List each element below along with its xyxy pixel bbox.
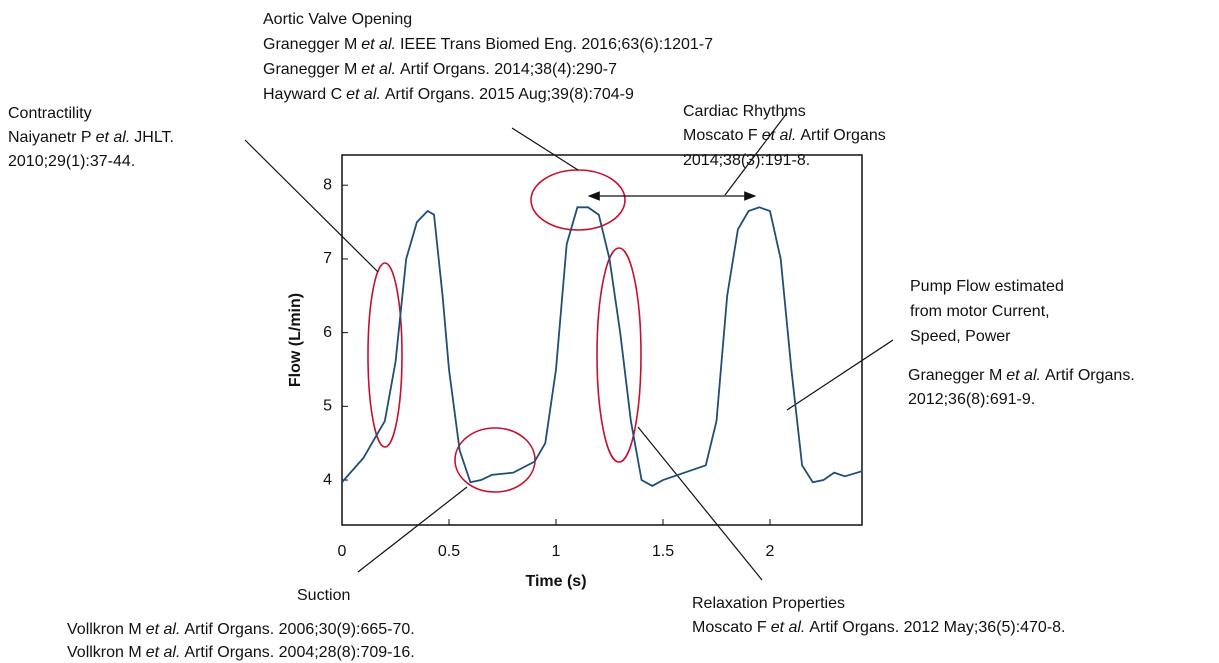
citation-part: et al. <box>146 644 181 661</box>
pointer <box>786 339 894 411</box>
annotation-text: Speed, Power <box>910 328 1011 345</box>
citation-part: IEEE Trans Biomed Eng. 2016;63(6):1201-7 <box>400 36 713 53</box>
annotation-text: from motor Current, <box>910 303 1050 320</box>
y-tick-label: 5 <box>323 398 332 415</box>
annotation-text: Cardiac Rhythms <box>683 103 806 120</box>
citation-part: Granegger M <box>908 367 1002 384</box>
citation-part: et al. <box>771 619 806 636</box>
citation-part: Moscato F <box>692 619 767 636</box>
y-tick-label: 6 <box>323 324 332 341</box>
pointer <box>511 127 579 171</box>
annotation-text: Aortic Valve Opening <box>263 11 412 28</box>
citation-part: Granegger M <box>263 61 357 78</box>
plot-frame <box>341 154 863 526</box>
citation-part: Vollkron M <box>67 621 142 638</box>
x-axis-label: Time (s) <box>525 573 586 590</box>
annotation-text: Pump Flow estimated <box>910 278 1064 295</box>
citation-part: Vollkron M <box>67 644 142 661</box>
flow-line <box>341 206 863 487</box>
pointer <box>637 426 763 581</box>
citation-part: et al. <box>361 36 396 53</box>
x-tick-label: 1 <box>552 543 561 560</box>
citation-part: Artif Organs. 2004;28(8):709-16. <box>184 644 414 661</box>
citation-part: Granegger M <box>263 36 357 53</box>
citation-part: Artif Organs <box>800 127 885 144</box>
ellipse <box>367 262 403 448</box>
pointer <box>724 112 788 196</box>
citation-part: Artif Organs. <box>1045 367 1135 384</box>
y-axis-label: Flow (L/min) <box>287 293 304 387</box>
citation-part: JHLT. <box>134 129 174 146</box>
citation-part: Artif Organs. 2015 Aug;39(8):704-9 <box>385 86 634 103</box>
y-tick-label: 7 <box>323 250 332 267</box>
y-tick-label: 8 <box>323 176 332 193</box>
citation-part: et al. <box>96 129 131 146</box>
ellipse <box>596 247 642 463</box>
citation-part: Artif Organs. 2006;30(9):665-70. <box>184 621 414 638</box>
pointer-lines <box>244 112 894 581</box>
pointer <box>244 139 379 273</box>
annotation-text: 2012;36(8):691-9. <box>908 391 1035 408</box>
citation-part: Naiyanetr P <box>8 129 92 146</box>
annotation-text: 2014;38(3):191-8. <box>683 152 810 169</box>
citation-part: et al. <box>146 621 181 638</box>
ellipse <box>454 427 536 493</box>
x-tick-label: 0 <box>338 543 347 560</box>
x-tick-label: 0.5 <box>438 543 460 560</box>
annotation-text: Relaxation Properties <box>692 595 845 612</box>
citation-part: et al. <box>346 86 381 103</box>
pointer <box>357 486 468 573</box>
citation-part: Hayward C <box>263 86 342 103</box>
x-tick-label: 2 <box>766 543 775 560</box>
citation-part: Moscato F <box>683 127 758 144</box>
annotation-text: Contractility <box>8 105 92 122</box>
annotation-text: Suction <box>297 587 350 604</box>
citation-part: et al. <box>1006 367 1041 384</box>
ellipse <box>530 169 626 231</box>
x-tick-label: 1.5 <box>652 543 674 560</box>
citation-part: et al. <box>361 61 396 78</box>
y-tick-label: 4 <box>323 471 332 488</box>
citation-part: et al. <box>762 127 797 144</box>
citation-part: Artif Organs. 2014;38(4):290-7 <box>400 61 617 78</box>
citation-part: Artif Organs. 2012 May;36(5):470-8. <box>809 619 1065 636</box>
annotation-text: 2010;29(1):37-44. <box>8 153 135 170</box>
